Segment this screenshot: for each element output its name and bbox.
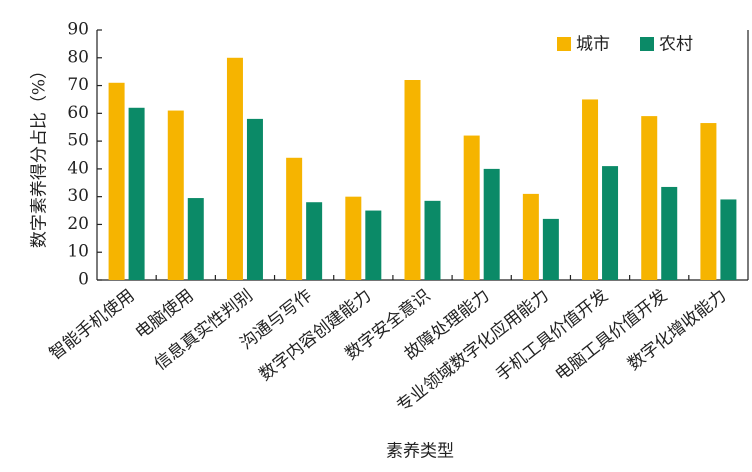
y-tick-label: 0 (78, 270, 89, 290)
y-tick-label: 70 (67, 75, 89, 95)
y-tick-label: 30 (67, 186, 89, 206)
y-tick-label: 10 (67, 242, 89, 262)
bar (226, 57, 243, 281)
y-axis-label: 数字素养得分占比（%） (30, 62, 50, 248)
bar (602, 166, 619, 280)
bar (522, 193, 539, 280)
x-axis-label: 素养类型 (386, 442, 454, 462)
y-tick-label: 20 (67, 214, 89, 234)
x-tick-label: 智能手机使用 (45, 285, 138, 364)
bar (246, 118, 263, 280)
bar (128, 107, 145, 281)
bar (582, 99, 599, 280)
bar (700, 123, 717, 280)
bar (661, 186, 678, 280)
bar (345, 196, 362, 280)
bar (641, 116, 658, 280)
legend-swatch (557, 37, 571, 51)
legend-swatch (640, 37, 654, 51)
bar (424, 200, 441, 280)
bar (108, 82, 125, 281)
y-tick-label: 80 (67, 47, 89, 67)
bar (286, 157, 303, 280)
bar (483, 168, 500, 280)
y-tick-label: 40 (67, 158, 89, 178)
legend-label: 城市 (576, 35, 610, 55)
bar (306, 202, 323, 280)
bar (720, 199, 737, 280)
y-tick-label: 90 (67, 20, 89, 40)
legend-label: 农村 (659, 35, 693, 55)
bar (404, 80, 421, 280)
bar (463, 135, 480, 280)
bar (542, 218, 559, 280)
y-tick-label: 60 (67, 103, 89, 123)
bar (167, 110, 184, 280)
bar (365, 210, 382, 280)
y-tick-label: 50 (67, 131, 89, 151)
bar (187, 198, 204, 280)
